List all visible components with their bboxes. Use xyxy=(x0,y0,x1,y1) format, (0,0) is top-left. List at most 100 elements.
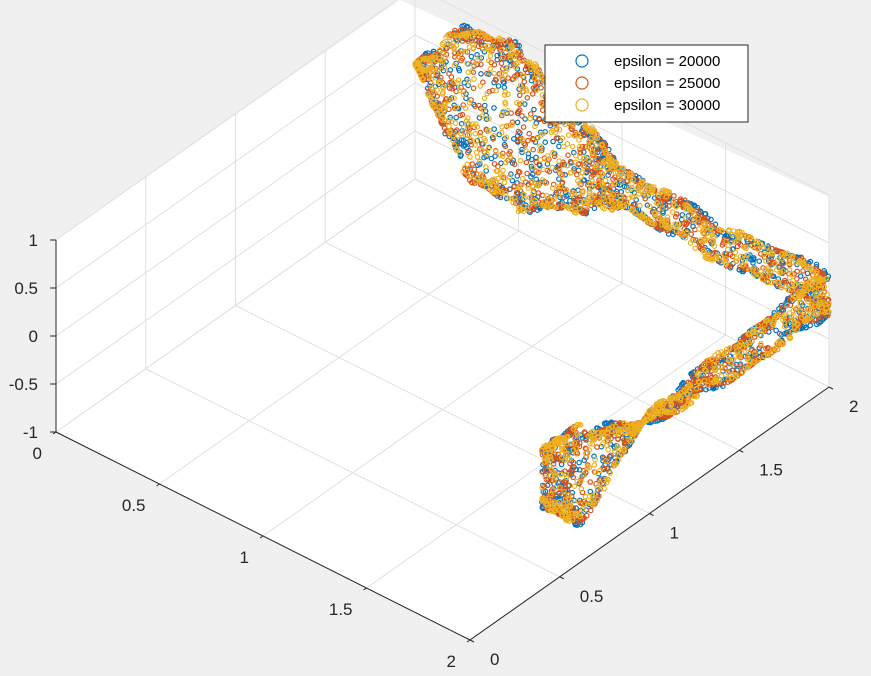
data-point xyxy=(757,251,764,257)
x-tick-label: 0 xyxy=(33,444,42,463)
data-point xyxy=(778,340,785,346)
z-tick-label: -1 xyxy=(23,423,38,442)
data-point xyxy=(489,87,496,94)
data-point xyxy=(550,461,557,467)
data-point xyxy=(480,79,486,86)
data-point xyxy=(565,492,572,499)
data-point xyxy=(454,80,461,87)
data-point xyxy=(797,293,804,300)
data-point xyxy=(574,430,580,437)
data-point xyxy=(570,122,576,129)
data-point xyxy=(633,424,640,431)
z-tick-label: 0 xyxy=(29,327,38,346)
data-point xyxy=(499,189,505,196)
data-point xyxy=(499,74,505,81)
data-point xyxy=(469,33,476,40)
data-point xyxy=(509,177,516,184)
data-point xyxy=(681,404,688,411)
data-point xyxy=(568,169,574,176)
data-point xyxy=(655,191,662,198)
x-tick-label: 2 xyxy=(447,652,456,671)
data-point xyxy=(754,246,761,252)
data-point xyxy=(472,36,479,43)
data-point xyxy=(561,488,567,495)
data-point xyxy=(654,199,660,206)
data-point xyxy=(675,221,682,228)
data-point xyxy=(621,440,628,446)
data-point xyxy=(444,43,450,49)
data-point xyxy=(820,271,827,278)
data-point xyxy=(533,200,540,207)
data-point xyxy=(533,168,539,174)
data-point xyxy=(556,158,562,164)
x-tick-mark xyxy=(259,535,264,539)
data-point xyxy=(465,115,471,121)
data-point xyxy=(615,445,622,451)
data-point xyxy=(522,142,529,148)
data-point xyxy=(591,453,597,460)
y-tick-mark xyxy=(559,576,564,580)
data-point xyxy=(503,134,510,141)
data-point xyxy=(628,207,635,214)
data-point xyxy=(417,63,424,70)
floor-grid-line-y xyxy=(145,368,560,578)
data-point xyxy=(770,349,776,355)
data-point xyxy=(508,171,514,177)
data-point xyxy=(758,268,764,275)
data-point xyxy=(551,507,558,514)
data-point xyxy=(440,50,447,57)
data-point xyxy=(502,99,508,106)
data-point xyxy=(646,203,653,210)
data-point xyxy=(785,286,792,293)
data-point xyxy=(589,149,595,156)
data-point xyxy=(586,157,592,163)
data-point xyxy=(446,97,452,103)
data-point xyxy=(763,258,769,264)
data-point xyxy=(759,276,766,282)
data-point xyxy=(478,171,484,177)
data-point xyxy=(507,55,514,61)
data-point xyxy=(483,116,490,122)
data-point xyxy=(677,201,683,208)
data-point xyxy=(514,119,521,126)
data-point xyxy=(642,418,649,425)
data-point xyxy=(491,126,498,132)
data-point xyxy=(558,173,565,179)
data-point xyxy=(581,155,588,161)
data-point xyxy=(617,193,624,200)
data-point xyxy=(750,260,756,266)
legend-marker xyxy=(575,76,589,90)
data-point xyxy=(598,164,605,170)
data-point xyxy=(501,92,508,98)
data-point xyxy=(416,69,422,75)
data-point xyxy=(726,346,733,352)
data-point xyxy=(587,479,594,485)
data-point xyxy=(580,210,587,216)
data-point xyxy=(601,183,607,190)
data-point xyxy=(478,71,484,77)
data-point xyxy=(551,451,558,457)
data-point xyxy=(451,62,458,69)
data-point xyxy=(624,174,631,180)
data-point xyxy=(530,189,537,196)
data-point xyxy=(517,157,524,164)
data-point xyxy=(437,78,444,85)
data-point xyxy=(512,75,519,81)
data-point xyxy=(455,77,462,83)
data-point xyxy=(708,355,715,362)
data-point xyxy=(585,167,592,174)
data-point xyxy=(490,43,496,50)
data-point xyxy=(702,367,709,374)
data-point xyxy=(443,34,449,41)
data-point xyxy=(583,450,589,457)
data-point xyxy=(603,476,610,482)
data-point xyxy=(781,277,788,284)
data-point xyxy=(560,504,567,511)
data-point xyxy=(650,407,657,413)
data-point xyxy=(592,163,599,169)
data-point xyxy=(554,184,561,190)
data-point xyxy=(513,100,520,106)
data-point xyxy=(428,100,435,107)
data-point xyxy=(691,218,697,225)
